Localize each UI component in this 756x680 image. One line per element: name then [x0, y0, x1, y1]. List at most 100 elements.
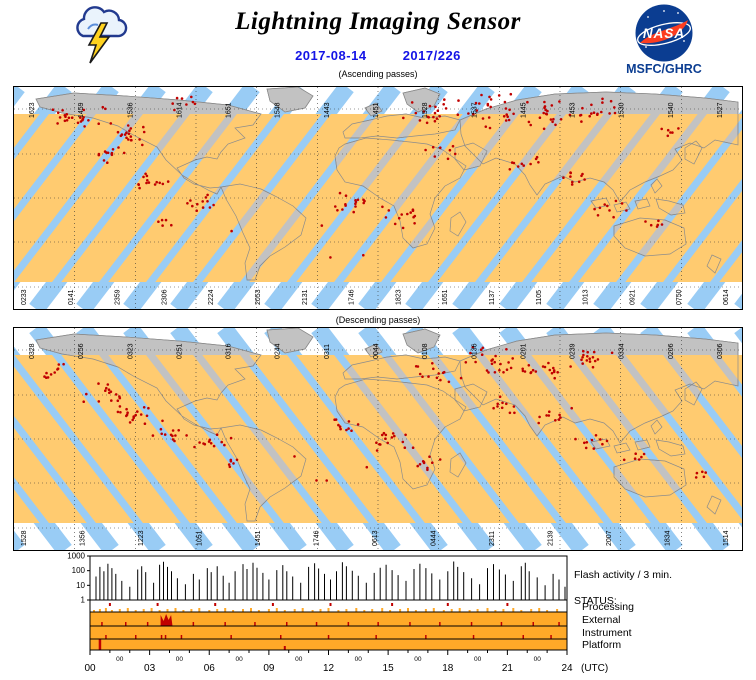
- orbit-time-label: 1823: [395, 289, 402, 305]
- orbit-time-label: 0244: [275, 343, 282, 359]
- orbit-time-label: 1527: [717, 102, 724, 118]
- x-tick-label: 06: [204, 663, 216, 674]
- nasa-red-swoosh: [640, 20, 688, 44]
- orbit-time-label: 0613: [372, 530, 379, 546]
- instrument-marks: [105, 635, 552, 639]
- orbit-time-label: 0328: [29, 343, 36, 359]
- x-minor-tick-label: 00: [474, 656, 482, 663]
- x-tick-label: 15: [383, 663, 395, 674]
- orbit-time-label: 1451: [255, 530, 262, 546]
- x-tick-label: 18: [442, 663, 454, 674]
- platform-marks: [98, 639, 286, 650]
- coastlines: [35, 87, 739, 281]
- orbit-time-label: 0141: [68, 289, 75, 305]
- orbit-time-label: 1356: [80, 530, 87, 546]
- y-tick-label: 10: [76, 581, 85, 590]
- lightning-bolt-icon: [87, 22, 111, 64]
- orbit-time-label: 0444: [431, 530, 438, 546]
- lightning-storm-icon: [70, 3, 128, 65]
- external-marks: [101, 614, 560, 626]
- orbit-time-label: 2007: [606, 530, 613, 546]
- y-tick-label: 1: [81, 596, 86, 605]
- x-minor-tick-label: 00: [176, 656, 184, 663]
- x-minor-tick-label: 00: [534, 656, 542, 663]
- orbit-time-labels-bottom: 1528 1356 1223 1051 1451 1746 0613 0444 2311 2139…: [21, 530, 730, 546]
- x-tick-label: 12: [323, 663, 335, 674]
- status-row-label-processing: Processing: [582, 601, 634, 613]
- y-tick-label: 100: [72, 566, 86, 575]
- orbit-time-label: 1451: [373, 102, 380, 118]
- external-outage-blob: [160, 614, 173, 626]
- x-minor-tick-label: 00: [116, 656, 124, 663]
- orbit-time-label: 1746: [314, 530, 321, 546]
- x-minor-tick-label: 00: [295, 656, 303, 663]
- orbit-time-label: 2311: [489, 531, 496, 546]
- y-axis: 1000 100 10 1: [67, 552, 90, 605]
- status-heading-label: STATUS:: [574, 595, 617, 607]
- ascending-caption: (Ascending passes): [338, 69, 418, 79]
- orbit-time-label: 1536: [127, 102, 134, 118]
- orbit-time-label: 2359: [115, 289, 122, 305]
- x-minor-tick-label: 00: [355, 656, 363, 663]
- ascending-pass-map: 1623 1459 1536 1614 1651 1548 1443 1451 1528 1537…: [13, 86, 743, 310]
- orbit-time-label: 0239: [570, 343, 577, 359]
- x-minor-tick-label: 00: [235, 656, 243, 663]
- orbit-time-label: 0334: [619, 343, 626, 359]
- utc-suffix-label: (UTC): [581, 663, 608, 674]
- orbit-time-label: 1746: [349, 289, 356, 305]
- orbit-time-label: 1614: [176, 102, 183, 118]
- y-tick-label: 1000: [67, 552, 85, 561]
- orbit-time-label: 1834: [665, 530, 672, 546]
- orbit-time-labels-bottom: 0233 0141 2359 2306 2224 2053 2131 1746 1823 1651…: [21, 289, 730, 305]
- descending-caption: (Descending passes): [335, 315, 421, 325]
- chart-legend: Flash activity / 3 min. STATUS:Processing…: [574, 569, 672, 651]
- orbit-time-label: 0311: [324, 344, 331, 359]
- x-axis: 00 03 06 09 12 15 18 21 24 00 00 00 00 00 00 00 00 (UTC): [84, 650, 608, 674]
- graticule: [14, 87, 742, 309]
- lightning-flash-dots: [51, 92, 680, 259]
- x-tick-label: 24: [561, 663, 573, 674]
- orbit-time-label: 2131: [302, 289, 309, 305]
- orbit-time-label: 0108: [422, 343, 429, 359]
- orbit-time-label: 0251: [176, 343, 183, 359]
- orbit-time-label: 1537: [471, 102, 478, 118]
- orbit-time-label: 0750: [676, 289, 683, 305]
- lightning-flash-dots: [43, 345, 707, 482]
- x-tick-label: 03: [144, 663, 156, 674]
- orbit-time-label: 0044: [373, 343, 380, 359]
- orbit-time-label: 2139: [548, 530, 555, 546]
- nasa-wordmark: NASA: [643, 26, 685, 41]
- orbit-time-label: 0256: [78, 343, 85, 359]
- status-row-label-external: External: [582, 614, 621, 626]
- flash-activity-label: Flash activity / 3 min.: [574, 569, 672, 581]
- date-day-of-year: 2017/226: [402, 48, 461, 63]
- orbit-time-label: 1528: [21, 530, 28, 546]
- orbit-time-label: 1540: [668, 102, 675, 118]
- orbit-time-label: 1051: [197, 530, 204, 546]
- graticule: [14, 328, 742, 550]
- orbit-ellipse: [637, 22, 691, 46]
- x-tick-label: 09: [263, 663, 275, 674]
- date-iso: 2017-08-14: [295, 48, 367, 63]
- orbit-time-label: 1137: [489, 290, 496, 305]
- orbit-time-label: 0201: [520, 343, 527, 359]
- orbit-time-label: 0316: [226, 343, 233, 359]
- status-row-label-instrument: Instrument: [582, 627, 632, 639]
- orbit-time-label: 0614: [723, 289, 730, 305]
- nasa-logo: NASA: [634, 3, 694, 63]
- orbit-time-label: 0921: [629, 289, 636, 305]
- platform-status-bar: [90, 639, 567, 650]
- orbit-time-label: 1651: [442, 289, 449, 305]
- descending-pass-map: 0328 0256 0323 0251 0316 0244 0311 0044 0108 0136…: [13, 327, 743, 551]
- orbit-time-labels-top: 0328 0256 0323 0251 0316 0244 0311 0044 0108 0136…: [29, 343, 724, 359]
- orbit-time-label: 1459: [78, 102, 85, 118]
- page-title: Lightning Imaging Sensor: [235, 8, 521, 35]
- orbit-time-label: 1528: [422, 102, 429, 118]
- orbit-time-labels-top: 1623 1459 1536 1614 1651 1548 1443 1451 1528 1537…: [29, 102, 724, 118]
- external-status-bar: [90, 612, 567, 626]
- cloud-shading: [87, 23, 99, 30]
- orbit-time-label: 1013: [583, 289, 590, 305]
- orbit-time-label: 1651: [226, 102, 233, 118]
- orbit-time-label: 2224: [208, 289, 215, 305]
